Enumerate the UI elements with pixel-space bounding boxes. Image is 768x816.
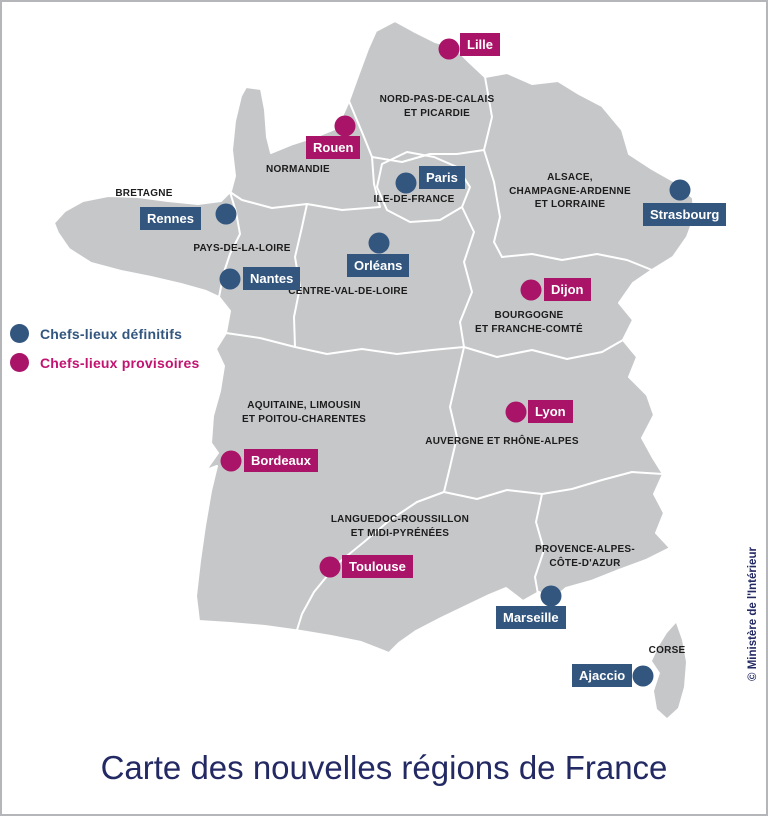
provisoire-dot-icon	[10, 353, 29, 372]
legend-item-provisoires: Chefs-lieux provisoires	[10, 353, 199, 372]
definitif-dot-icon	[10, 324, 29, 343]
region-label-normandie: NORMANDIE	[266, 164, 330, 175]
city-badge-dijon: Dijon	[544, 278, 591, 301]
region-border-centre-south	[294, 346, 465, 355]
city-dot-strasbourg	[669, 179, 691, 201]
france-mainland-shape	[53, 20, 695, 654]
city-dot-nantes	[219, 268, 241, 290]
region-label-nord-pas-de-calais: NORD-PAS-DE-CALAIS ET PICARDIE	[379, 94, 495, 119]
city-badge-ajaccio: Ajaccio	[572, 664, 633, 687]
region-border-acal-west	[483, 76, 503, 258]
city-dot-paris	[395, 172, 417, 194]
region-label-centre-val-de-loire: CENTRE-VAL-DE-LOIRE	[288, 286, 408, 297]
city-dot-toulouse	[319, 556, 341, 578]
city-dot-dijon	[520, 279, 542, 301]
city-dot-lille	[438, 38, 460, 60]
region-label-aquitaine-limousin-poitou: AQUITAINE, LIMOUSIN ET POITOU-CHARENTES	[241, 400, 367, 425]
region-border-rhone	[534, 493, 545, 601]
region-border-centre-east	[459, 206, 475, 348]
city-badge-marseille: Marseille	[496, 606, 566, 629]
city-dot-rennes	[215, 203, 237, 225]
legend-item-definitifs: Chefs-lieux définitifs	[10, 324, 199, 343]
region-label-auvergne-rhone-alpes: AUVERGNE ET RHÔNE-ALPES	[425, 436, 579, 447]
region-label-languedoc-midi-pyrenees: LANGUEDOC-ROUSSILLON ET MIDI-PYRÉNÉES	[330, 514, 470, 539]
region-label-ile-de-france: ILE-DE-FRANCE	[373, 194, 455, 205]
city-badge-paris: Paris	[419, 166, 465, 189]
region-border-acal-south	[501, 253, 653, 271]
legend-label-provisoires: Chefs-lieux provisoires	[40, 354, 200, 371]
region-label-bretagne: BRETAGNE	[115, 188, 173, 199]
city-dot-orleans	[368, 232, 390, 254]
legend-label-definitifs: Chefs-lieux définitifs	[40, 325, 183, 342]
region-label-provence-alpes-cote-azur: PROVENCE-ALPES- CÔTE-D'AZUR	[535, 544, 635, 569]
region-label-corse: CORSE	[648, 645, 686, 656]
region-border-bourgogne-south	[463, 339, 624, 360]
city-badge-lyon: Lyon	[528, 400, 573, 423]
city-badge-bordeaux: Bordeaux	[244, 449, 318, 472]
city-badge-orleans: Orléans	[347, 254, 410, 277]
city-badge-toulouse: Toulouse	[342, 555, 413, 578]
legend: Chefs-lieux définitifs Chefs-lieux provi…	[10, 324, 199, 382]
corsica-shape	[652, 623, 686, 718]
region-border-aquitaine-languedoc	[296, 491, 445, 631]
city-dot-bordeaux	[220, 450, 242, 472]
city-badge-rouen: Rouen	[306, 136, 361, 159]
city-badge-nantes: Nantes	[243, 267, 301, 290]
region-label-pays-de-la-loire: PAYS-DE-LA-LOIRE	[193, 243, 291, 254]
city-badge-lille: Lille	[460, 33, 501, 56]
region-label-alsace-champagne-lorraine: ALSACE, CHAMPAGNE-ARDENNE ET LORRAINE	[509, 172, 631, 210]
city-badge-rennes: Rennes	[140, 207, 201, 230]
city-dot-rouen	[334, 115, 356, 137]
city-dot-lyon	[505, 401, 527, 423]
region-border-normandie	[229, 156, 381, 211]
page-title: Carte des nouvelles régions de France	[100, 749, 668, 786]
region-border-paysdelaloire	[225, 203, 308, 348]
copyright-credit: © Ministère de l'Intérieur	[747, 547, 759, 681]
region-border-ara-south	[443, 471, 664, 500]
city-dot-marseille	[540, 585, 562, 607]
city-badge-strasbourg: Strasbourg	[643, 203, 727, 226]
city-dot-ajaccio	[632, 665, 654, 687]
region-border-aquitaine-east	[443, 346, 465, 493]
region-border-picardie-south	[348, 100, 485, 163]
region-label-bourgogne-franche-comte: BOURGOGNE ET FRANCHE-COMTÉ	[475, 310, 583, 335]
